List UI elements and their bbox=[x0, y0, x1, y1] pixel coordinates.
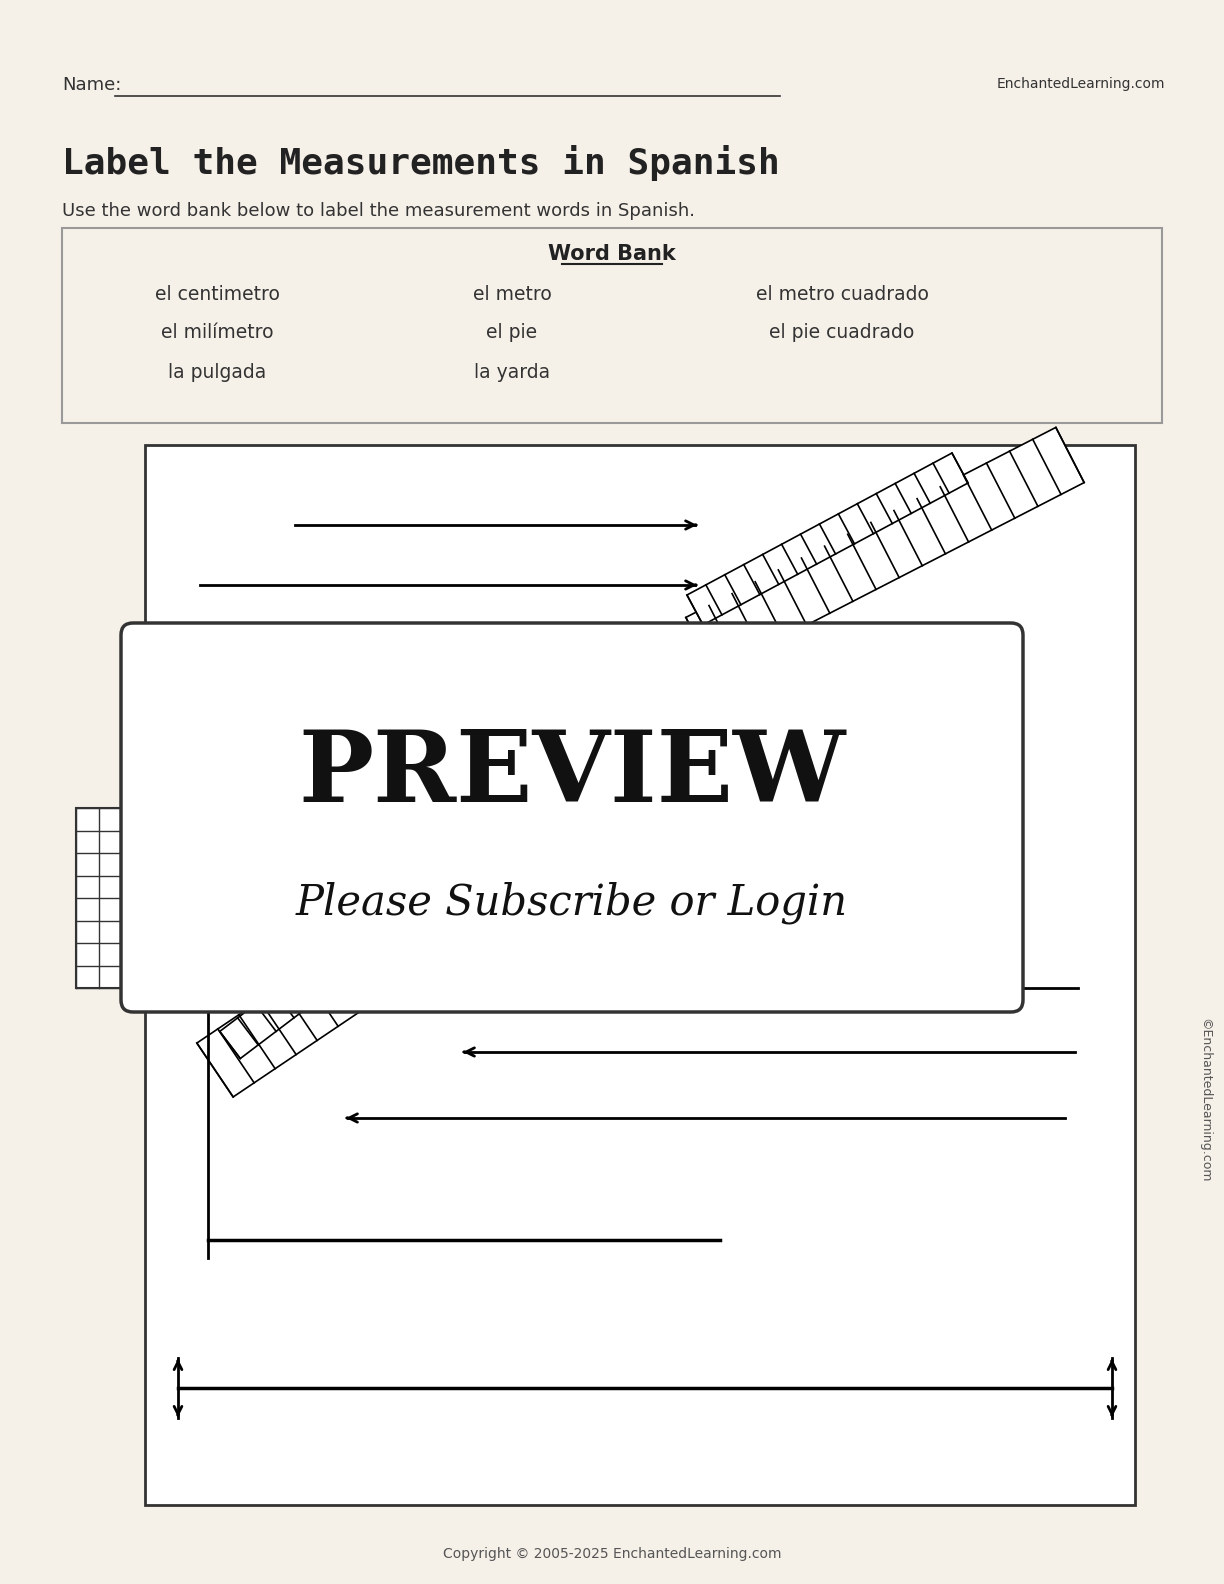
Text: el centimetro: el centimetro bbox=[154, 285, 279, 304]
Polygon shape bbox=[685, 428, 1084, 673]
Text: la pulgada: la pulgada bbox=[168, 363, 266, 382]
Polygon shape bbox=[197, 832, 548, 1098]
Text: el metro cuadrado: el metro cuadrado bbox=[755, 285, 929, 304]
Text: PREVIEW: PREVIEW bbox=[299, 727, 846, 824]
Text: Please Subscribe or Login: Please Subscribe or Login bbox=[296, 882, 848, 923]
Polygon shape bbox=[687, 453, 968, 626]
Text: la yarda: la yarda bbox=[474, 363, 550, 382]
Text: Name:: Name: bbox=[62, 76, 121, 93]
Bar bbox=[76, 808, 256, 988]
Text: Label the Measurements in Spanish: Label the Measurements in Spanish bbox=[62, 146, 780, 181]
Text: el metro: el metro bbox=[472, 285, 551, 304]
Text: el milímetro: el milímetro bbox=[160, 323, 273, 342]
FancyBboxPatch shape bbox=[121, 623, 1023, 1012]
Text: EnchantedLearning.com: EnchantedLearning.com bbox=[996, 78, 1165, 90]
Text: ©EnchantedLearning.com: ©EnchantedLearning.com bbox=[1198, 1019, 1212, 1182]
Polygon shape bbox=[220, 868, 455, 1058]
Text: Word Bank: Word Bank bbox=[548, 244, 676, 265]
Bar bbox=[144, 445, 1135, 1505]
Text: Copyright © 2005-2025 EnchantedLearning.com: Copyright © 2005-2025 EnchantedLearning.… bbox=[443, 1548, 781, 1560]
Text: Use the word bank below to label the measurement words in Spanish.: Use the word bank below to label the mea… bbox=[62, 203, 695, 220]
Bar bbox=[62, 228, 1162, 423]
Text: el pie cuadrado: el pie cuadrado bbox=[770, 323, 914, 342]
Text: el pie: el pie bbox=[486, 323, 537, 342]
